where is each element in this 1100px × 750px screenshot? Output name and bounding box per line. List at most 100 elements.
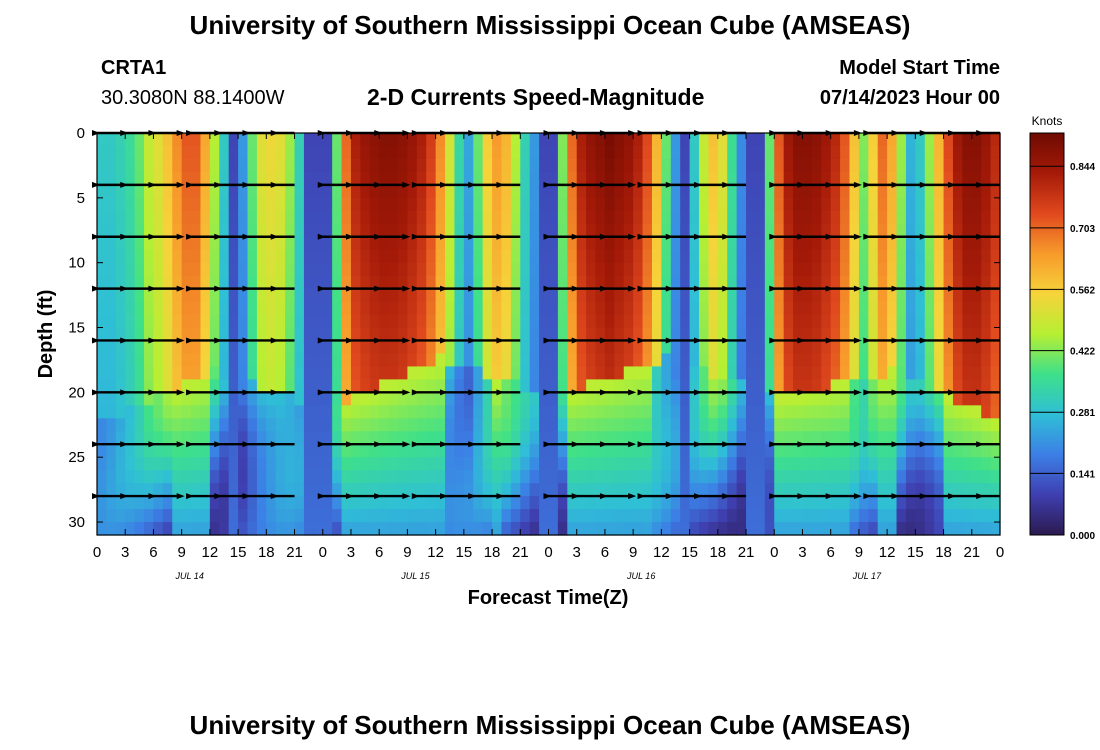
- current-vector-arrow: [694, 441, 702, 448]
- heatmap-cell: [162, 340, 173, 355]
- heatmap-cell: [426, 288, 437, 303]
- heatmap-cell: [266, 366, 277, 380]
- heatmap-cell: [379, 509, 390, 523]
- heatmap-cell: [821, 340, 832, 355]
- heatmap-cell: [115, 288, 126, 303]
- heatmap-cell: [266, 444, 277, 458]
- heatmap-cell: [661, 158, 672, 173]
- heatmap-cell: [905, 223, 916, 238]
- heatmap-cell: [905, 133, 916, 147]
- heatmap-cell: [398, 327, 409, 342]
- heatmap-cell: [877, 184, 888, 199]
- heatmap-cell: [454, 444, 465, 458]
- heatmap-cell: [661, 522, 672, 536]
- heatmap-cell: [125, 496, 136, 510]
- heatmap-cell: [313, 275, 324, 290]
- heatmap-cell: [388, 236, 399, 251]
- heatmap-cell: [209, 210, 220, 225]
- heatmap-cell: [708, 483, 719, 497]
- heatmap-cell: [793, 249, 804, 264]
- heatmap-cell: [191, 353, 202, 368]
- heatmap-cell: [567, 366, 578, 380]
- heatmap-cell: [294, 210, 305, 225]
- heatmap-cell: [153, 431, 164, 445]
- current-vector-arrow: [186, 337, 195, 344]
- heatmap-cell: [952, 431, 963, 445]
- heatmap-cell: [858, 483, 869, 497]
- heatmap-cell: [256, 301, 267, 316]
- heatmap-cell: [360, 184, 371, 199]
- heatmap-cell: [868, 145, 879, 160]
- heatmap-cell: [670, 457, 681, 471]
- heatmap-cell: [849, 340, 860, 355]
- heatmap-cell: [727, 405, 738, 419]
- heatmap-cell: [398, 392, 409, 406]
- heatmap-cell: [200, 262, 211, 277]
- heatmap-cell: [943, 392, 954, 406]
- heatmap-cell: [360, 236, 371, 251]
- heatmap-cell: [238, 288, 249, 303]
- heatmap-cell: [595, 470, 606, 484]
- heatmap-cell: [115, 158, 126, 173]
- heatmap-cell: [426, 249, 437, 264]
- heatmap-cell: [238, 366, 249, 380]
- heatmap-cell: [501, 457, 512, 471]
- heatmap-cell: [181, 392, 192, 406]
- heatmap-cell: [134, 366, 145, 380]
- heatmap-cell: [416, 210, 427, 225]
- heatmap-cell: [360, 366, 371, 380]
- heatmap-cell: [463, 379, 474, 393]
- heatmap-cell: [858, 236, 869, 251]
- heatmap-cell: [604, 158, 615, 173]
- heatmap-cell: [219, 262, 230, 277]
- heatmap-cell: [209, 249, 220, 264]
- heatmap-cell: [858, 223, 869, 238]
- heatmap-cell: [379, 353, 390, 368]
- heatmap-cell: [633, 275, 644, 290]
- current-vector-arrow: [440, 233, 449, 240]
- heatmap-cell: [454, 301, 465, 316]
- heatmap-cell: [821, 288, 832, 303]
- heatmap-cell: [755, 288, 766, 303]
- heatmap-cell: [238, 314, 249, 329]
- current-vector-arrow: [722, 389, 731, 396]
- current-vector-arrow: [345, 285, 354, 292]
- heatmap-cell: [125, 158, 136, 173]
- speed-heatmap: [97, 133, 1001, 536]
- current-vector-arrow: [665, 389, 674, 396]
- heatmap-cell: [209, 418, 220, 432]
- current-vector-arrow: [317, 337, 326, 344]
- heatmap-cell: [651, 431, 662, 445]
- heatmap-cell: [557, 405, 568, 419]
- heatmap-cell: [285, 197, 296, 212]
- heatmap-cell: [793, 340, 804, 355]
- date-label: JUL 14: [174, 571, 203, 581]
- current-vector-arrow: [976, 337, 985, 344]
- heatmap-cell: [821, 171, 832, 186]
- current-vector-arrow: [797, 493, 806, 500]
- heatmap-cell: [398, 457, 409, 471]
- heatmap-cell: [266, 249, 277, 264]
- heatmap-cell: [793, 210, 804, 225]
- heatmap-cell: [576, 314, 587, 329]
- heatmap-cell: [642, 431, 653, 445]
- heatmap-cell: [727, 392, 738, 406]
- heatmap-cell: [586, 509, 597, 523]
- heatmap-cell: [379, 158, 390, 173]
- heatmap-cell: [670, 470, 681, 484]
- heatmap-cell: [699, 171, 710, 186]
- current-vector-arrow: [919, 233, 928, 240]
- heatmap-cell: [435, 496, 446, 510]
- heatmap-cell: [783, 301, 794, 316]
- heatmap-cell: [887, 158, 898, 173]
- heatmap-cell: [303, 184, 314, 199]
- heatmap-cell: [971, 405, 982, 419]
- heatmap-cell: [445, 392, 456, 406]
- heatmap-cell: [614, 210, 625, 225]
- heatmap-cell: [868, 327, 879, 342]
- heatmap-cell: [990, 340, 1001, 355]
- heatmap-cell: [699, 327, 710, 342]
- heatmap-cell: [915, 353, 926, 368]
- heatmap-cell: [557, 223, 568, 238]
- heatmap-cell: [952, 210, 963, 225]
